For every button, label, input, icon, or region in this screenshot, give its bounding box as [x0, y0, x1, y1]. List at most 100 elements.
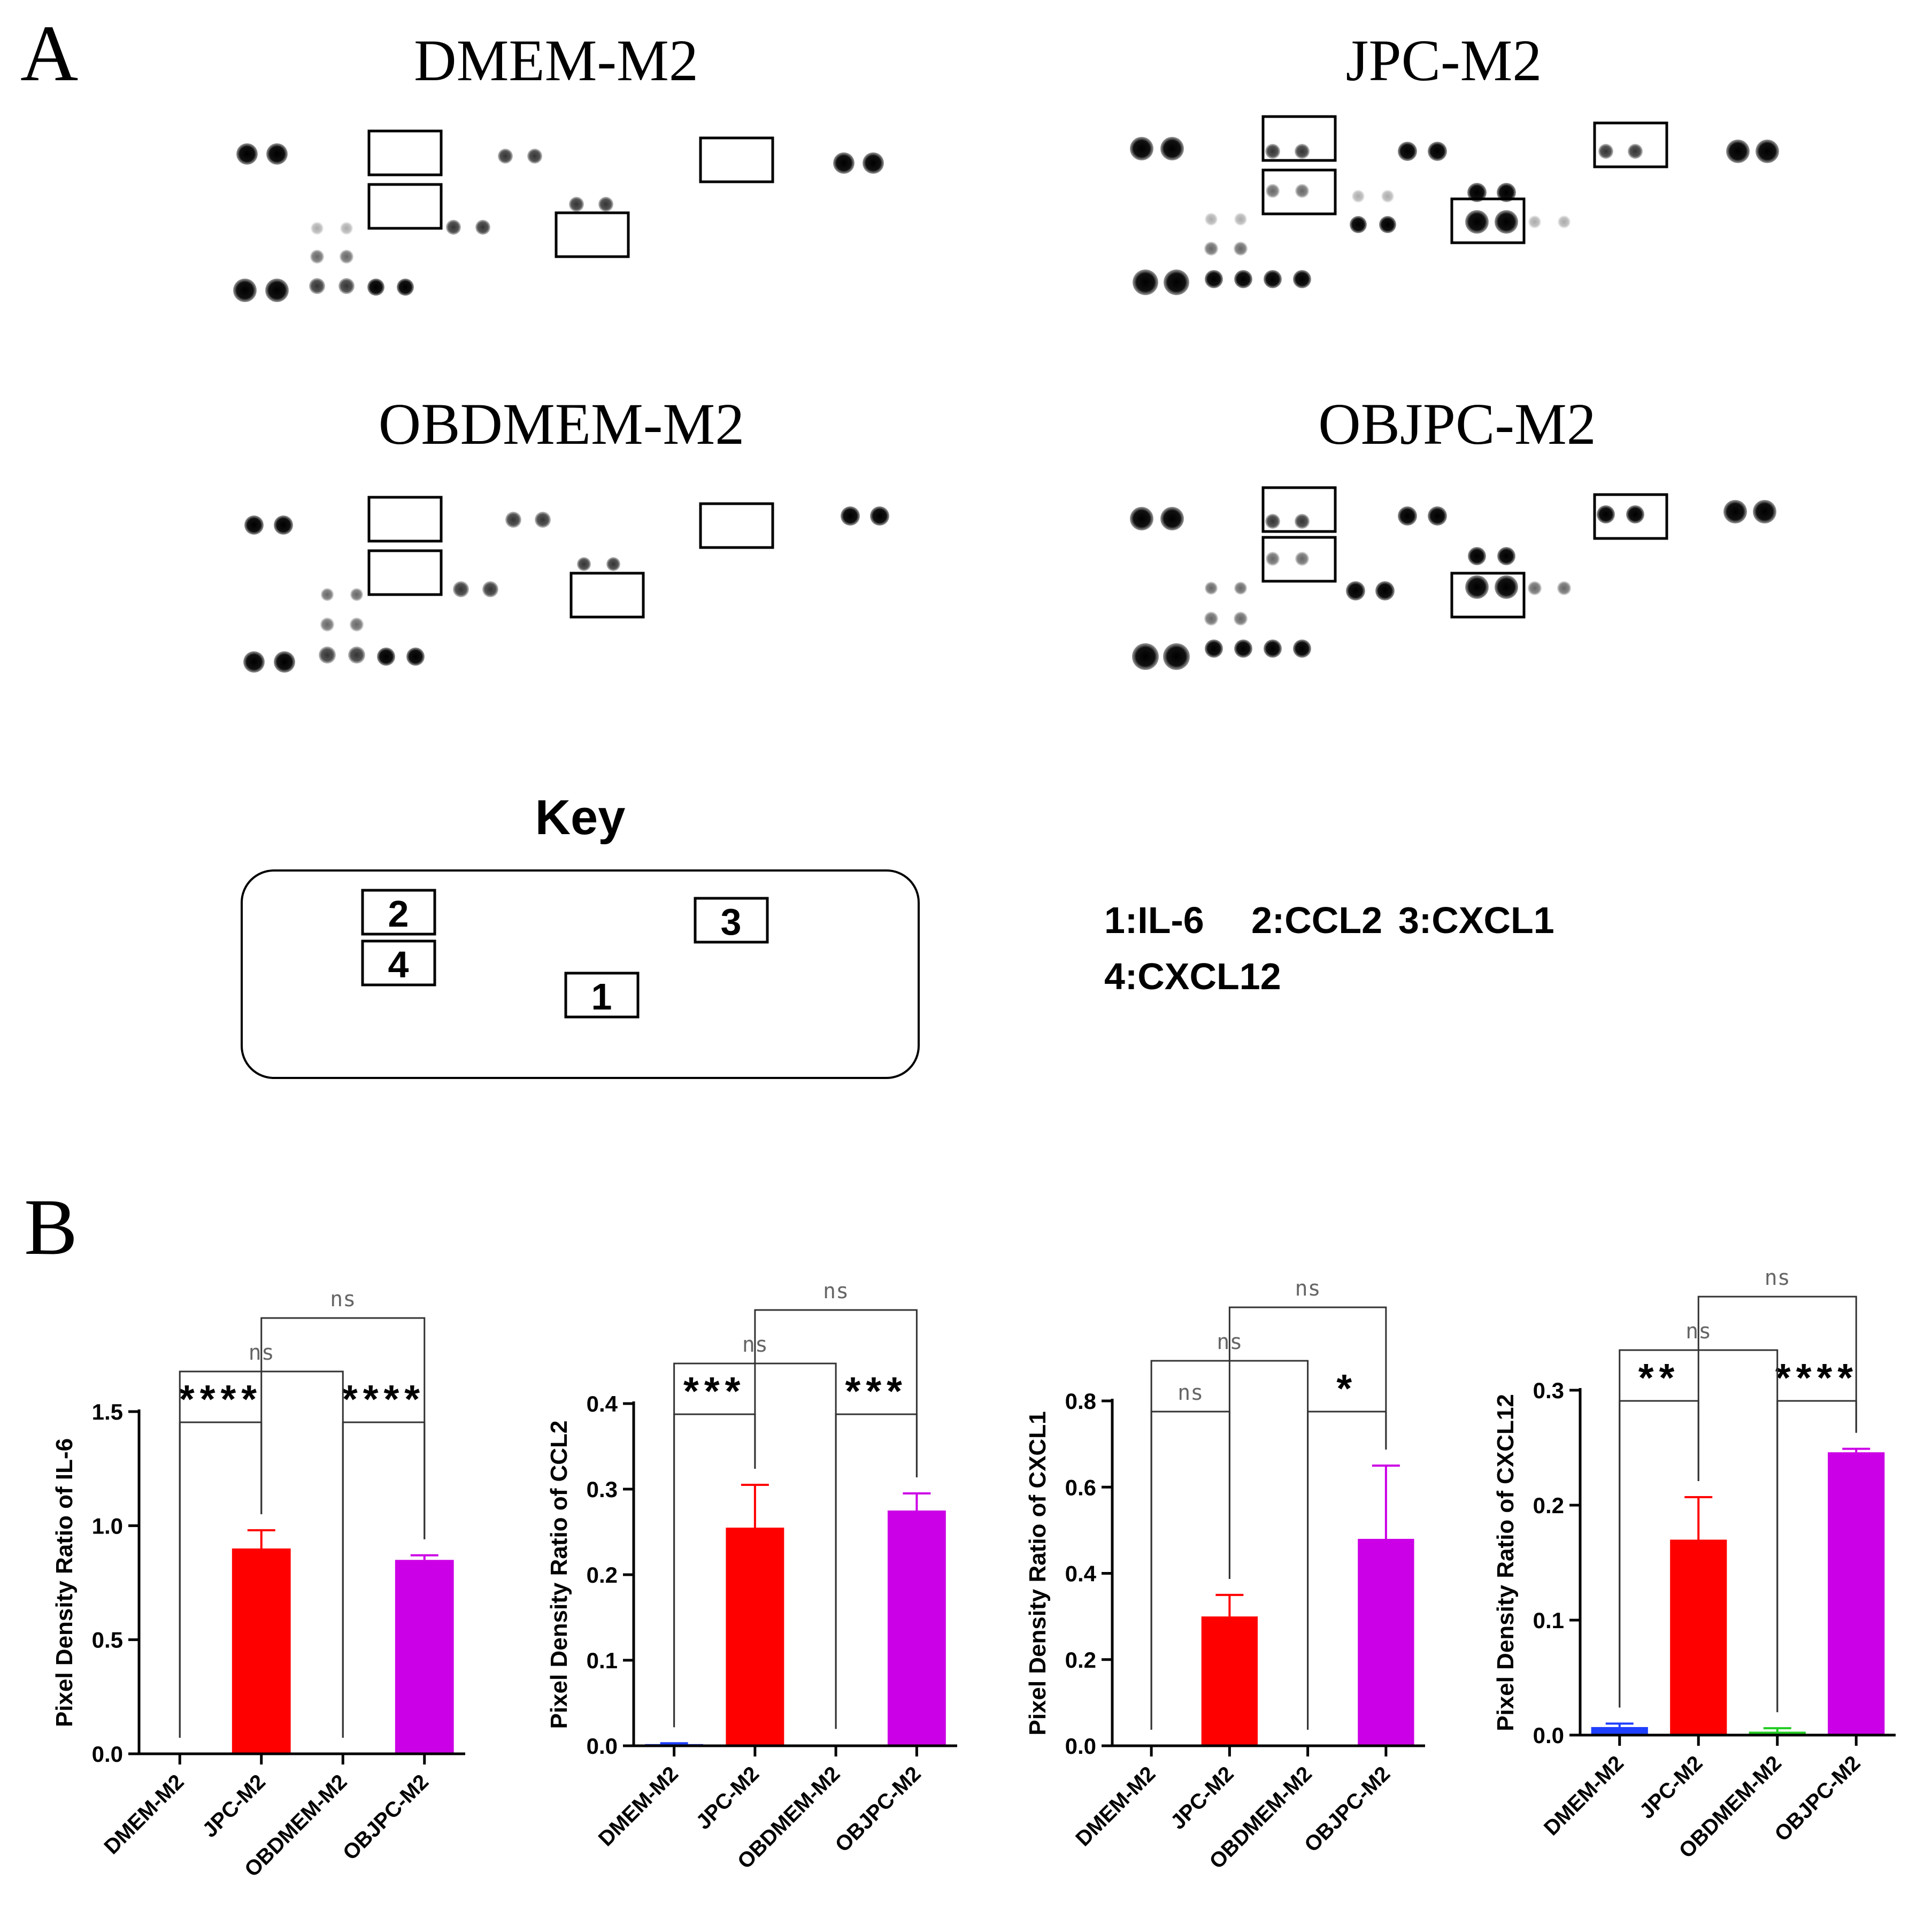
dot: [266, 143, 288, 165]
dot: [1468, 547, 1486, 565]
significance-label: ns: [1177, 1381, 1203, 1405]
highlight-boxes: [367, 496, 774, 619]
key-box-label: 1: [591, 976, 612, 1018]
dot: [1495, 575, 1518, 599]
array-dots: [1130, 500, 1776, 670]
dot: [1234, 639, 1252, 658]
dot: [338, 278, 355, 294]
dot: [1265, 144, 1280, 159]
dot: [406, 648, 425, 666]
array-title: DMEM-M2: [414, 28, 698, 93]
significance-label: *: [1336, 1366, 1357, 1411]
significance-label: ****: [1775, 1355, 1858, 1400]
dot: [475, 220, 490, 235]
dot: [1293, 639, 1311, 658]
y-tick-label: 0.0: [587, 1733, 618, 1759]
dot: [1132, 643, 1159, 670]
significance-bracket: [1228, 1306, 1387, 1579]
dot: [1495, 210, 1518, 234]
dot: [1350, 216, 1367, 233]
highlight-boxes: [1261, 486, 1668, 619]
dot: [1265, 514, 1280, 529]
y-tick-label: 1.5: [92, 1399, 123, 1424]
significance-label: ns: [1295, 1276, 1321, 1301]
key-outline: [241, 869, 920, 1079]
key-box: [564, 972, 640, 1019]
x-tick-label: OBJPC-M2: [830, 1762, 925, 1856]
dot: [1264, 639, 1282, 658]
significance-label: ns: [1765, 1266, 1790, 1290]
dot: [1379, 216, 1396, 233]
dot: [1465, 575, 1489, 599]
significance-bracket: [1697, 1296, 1857, 1481]
dot: [274, 651, 295, 673]
x-tick-label: JPC-M2: [198, 1770, 270, 1842]
dot: [598, 197, 613, 212]
dot: [350, 588, 363, 601]
y-axis-title: Pixel Density Ratio of IL-6: [51, 1438, 78, 1727]
significance-label: ***: [845, 1369, 907, 1413]
dot: [1398, 506, 1417, 526]
key-legend-item: 3:CXCL1: [1398, 899, 1554, 941]
dot: [606, 557, 620, 571]
dot: [1557, 581, 1571, 595]
dot: [1626, 505, 1644, 523]
significance-label: ****: [179, 1377, 262, 1421]
bar: [232, 1548, 291, 1754]
x-tick-label: OBJPC-M2: [1770, 1751, 1865, 1846]
dot: [397, 279, 414, 296]
bar: [1670, 1539, 1727, 1735]
dot: [265, 279, 289, 302]
x-tick-label: OBJPC-M2: [338, 1770, 433, 1864]
dot: [1234, 270, 1252, 288]
x-tick-label: OBJPC-M2: [1300, 1762, 1395, 1856]
y-tick-label: 0.0: [1533, 1723, 1564, 1748]
highlight-box: [367, 183, 443, 230]
highlight-box: [699, 502, 774, 549]
dot: [1234, 242, 1248, 256]
highlight-box: [367, 129, 443, 176]
bar: [1358, 1539, 1414, 1746]
x-tick-label: DMEM-M2: [594, 1762, 683, 1851]
significance-label: ***: [683, 1369, 745, 1413]
dot: [321, 588, 334, 601]
key-legend-item: 2:CCL2: [1251, 899, 1382, 941]
array-dots: [243, 506, 889, 673]
dot: [1264, 270, 1282, 288]
dot: [244, 515, 264, 535]
dot: [233, 279, 257, 302]
bar: [1749, 1731, 1806, 1735]
dot: [367, 279, 384, 296]
dot: [1204, 612, 1218, 626]
dot: [1295, 552, 1309, 566]
array-obdmem-m2: OBDMEM-M2: [243, 391, 889, 673]
y-tick-label: 0.2: [587, 1562, 618, 1588]
dot: [1352, 190, 1365, 203]
x-tick-label: DMEM-M2: [1071, 1762, 1160, 1851]
dot: [1205, 213, 1218, 226]
array-title: JPC-M2: [1346, 28, 1542, 93]
panel-label-a: A: [20, 9, 78, 98]
highlight-box: [367, 549, 443, 596]
y-tick-label: 0.2: [1065, 1647, 1096, 1673]
x-tick-label: JPC-M2: [691, 1762, 764, 1834]
dot: [1465, 210, 1489, 234]
highlight-boxes: [1261, 115, 1668, 244]
array-dmem-m2: DMEM-M2: [233, 28, 884, 302]
highlight-boxes: [367, 129, 774, 258]
dot: [1133, 269, 1158, 295]
dot: [1428, 142, 1447, 161]
key-box: [361, 889, 436, 936]
dot: [1130, 507, 1153, 530]
highlight-box: [1593, 493, 1668, 540]
panel-label-b: B: [24, 1183, 78, 1272]
dot: [1205, 270, 1223, 288]
y-tick-label: 0.3: [1533, 1378, 1564, 1403]
y-axis-title: Pixel Density Ratio of CXCL12: [1492, 1394, 1519, 1731]
dot: [1160, 507, 1184, 530]
